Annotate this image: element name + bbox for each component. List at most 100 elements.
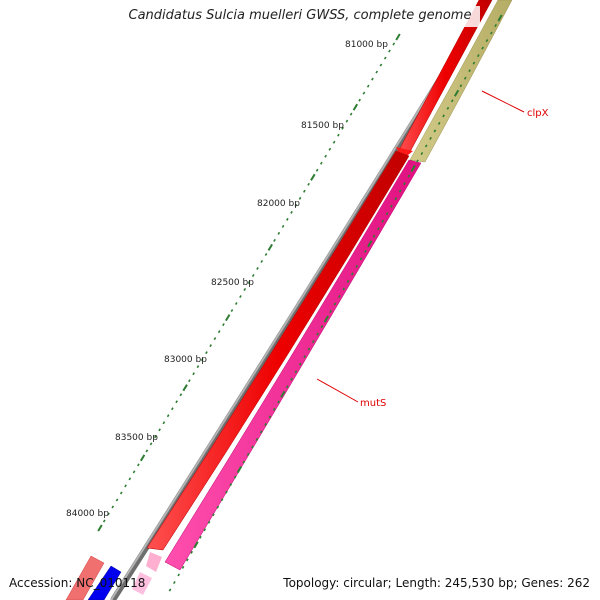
ruler-label-83000: 83000 bp [164,355,207,365]
outer-tick [158,428,161,432]
outer-tick [239,295,242,299]
inner-tick [242,460,246,464]
ruler-label-82000: 82000 bp [257,199,300,209]
inner-tick [359,257,363,261]
outer-tick [264,252,268,256]
inner-tick [367,240,373,248]
outer-tick [303,189,306,193]
inner-tick [490,31,493,35]
outer-tick [256,266,259,270]
inner-tick [193,541,199,549]
gene-label-pointers [316,90,525,403]
outer-tick [115,498,119,502]
inner-tick [398,189,402,193]
clpX-pointer [481,90,525,113]
inner-tick [429,136,432,140]
inner-tick [472,61,476,65]
inner-tick [403,182,406,186]
ruler-label-81000: 81000 bp [345,40,388,50]
inner-tick [476,54,480,58]
forward-gene-small[interactable] [65,555,105,600]
inner-tick [190,550,194,554]
gene-mutS[interactable] [164,159,422,571]
inner-tick [433,129,437,133]
gene-label-mutS[interactable]: mutS [360,398,386,409]
gene-label-clpX[interactable]: clpX [527,108,549,119]
outer-tick [102,519,106,523]
gene-lightpink-small[interactable] [132,572,152,595]
outer-tick [371,77,374,81]
outer-tick [281,224,285,228]
outer-tick [196,365,200,369]
inner-tick [364,249,367,253]
inner-tick [294,370,298,374]
inner-tick [277,400,280,404]
outer-tick [247,281,251,284]
inner-tick [199,535,202,539]
gene-pink-small[interactable] [146,552,162,572]
inner-tick [216,505,220,509]
outer-tick [366,84,370,88]
inner-tick [320,325,324,329]
inner-tick [181,565,185,569]
outer-tick [294,203,298,207]
forward-gene-upper[interactable] [397,0,493,153]
outer-tick [298,196,302,200]
mutS-pointer [316,378,359,403]
outer-tick [315,168,319,172]
outer-tick [107,512,110,516]
inner-tick [385,212,389,216]
inner-tick [497,14,503,22]
outer-tick [154,435,157,439]
ruler-labels: 81000 bp 81500 bp 82000 bp 82500 bp 8300… [66,40,388,519]
outer-tick [243,287,247,292]
outer-tick [230,309,234,313]
inner-tick [446,106,450,110]
ruler-label-81500: 81500 bp [301,121,344,131]
inner-tick [229,483,233,487]
inner-tick [233,475,237,479]
inner-tick [259,430,263,434]
inner-tick [186,558,189,562]
outer-tick [124,484,127,488]
inner-tick [168,588,172,592]
gene-blue[interactable] [87,565,122,600]
inner-tick [285,385,289,389]
outer-tick [273,238,276,242]
outer-tick [251,273,255,278]
outer-tick [260,259,264,263]
outer-tick [97,524,103,532]
outer-tick [137,463,140,467]
outer-tick [320,161,323,165]
outer-tick [119,491,123,495]
inner-tick [207,520,211,524]
inner-tick [381,219,385,223]
inner-tick [346,279,350,283]
inner-tick [459,84,463,88]
outer-tick [188,379,191,383]
inner-tick [303,355,306,359]
map-title: Candidatus Sulcia muelleri GWSS, complet… [128,8,472,23]
inner-tick [394,197,398,201]
forward-gene-arrowhead [396,147,413,160]
inner-tick [255,437,259,442]
outer-tick [290,210,293,214]
inner-tick [437,121,441,125]
inner-tick [372,234,376,238]
inner-tick [450,99,454,103]
outer-tick [200,358,204,362]
forward-gene-main[interactable] [146,150,410,551]
outer-tick [267,243,273,251]
outer-tick [345,119,349,123]
inner-tick [416,159,419,163]
inner-tick [463,76,467,80]
inner-tick [220,498,224,502]
inner-tick [246,452,250,457]
inner-tick [329,309,332,314]
outer-tick [217,330,221,334]
inner-tick [236,466,243,474]
outer-tick [213,337,217,341]
inner-tick [390,204,393,208]
inner-tick [377,227,380,231]
outer-tick [222,323,225,327]
